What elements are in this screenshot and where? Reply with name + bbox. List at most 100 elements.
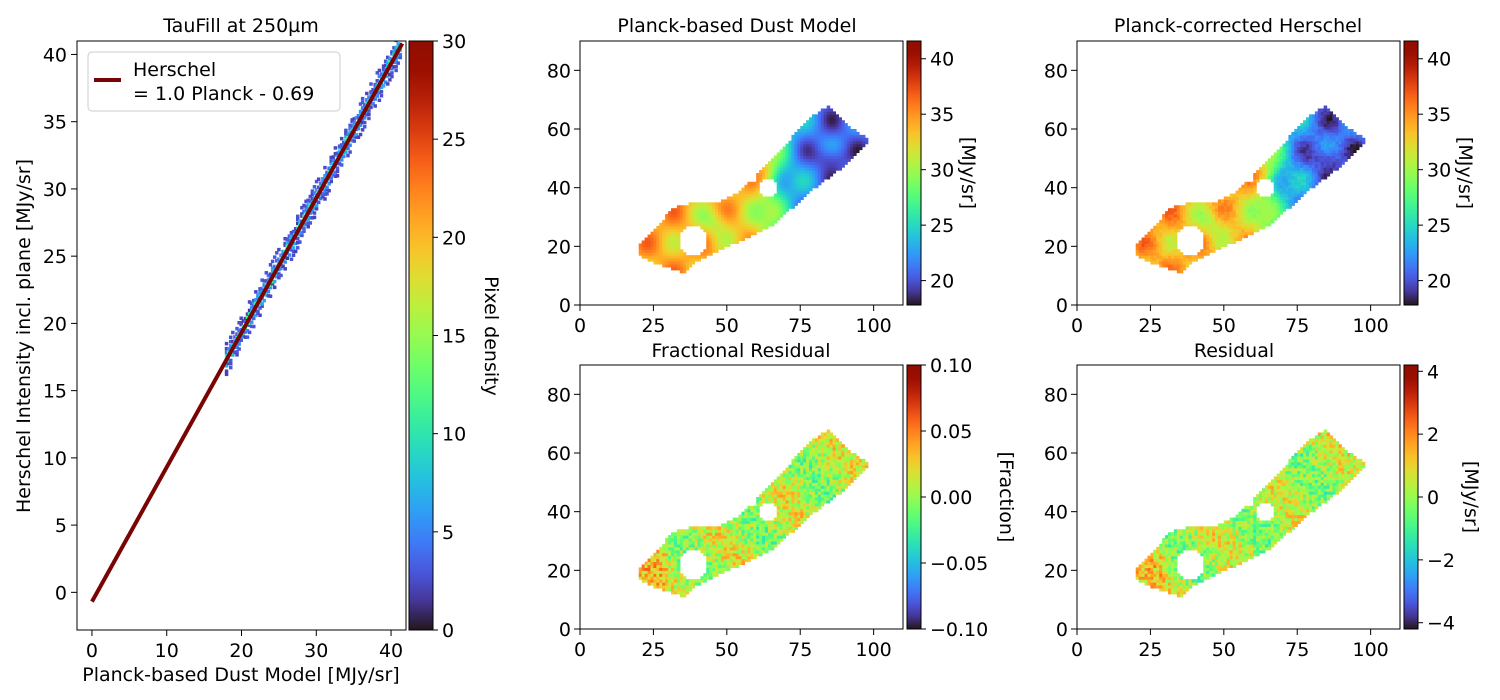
planck-model-map-cell bbox=[756, 225, 760, 230]
fractional-residual-map-cell bbox=[659, 555, 663, 560]
planck-model-map-cell bbox=[803, 152, 807, 156]
density-cell bbox=[362, 125, 367, 129]
corrected-herschel-map-cell bbox=[1253, 208, 1257, 212]
corrected-herschel-map-cell bbox=[1203, 225, 1207, 230]
planck-model-map-cell bbox=[668, 252, 672, 256]
planck-model-map-cell bbox=[659, 231, 663, 236]
fractional-residual-map-cell bbox=[762, 535, 766, 539]
planck-model-map-cell bbox=[803, 155, 807, 159]
corrected-herschel-map-cell bbox=[1182, 208, 1187, 212]
corrected-herschel-map-cell bbox=[1144, 252, 1149, 256]
corrected-herschel-map-cell bbox=[1197, 252, 1201, 256]
corrected-herschel-map-cell bbox=[1223, 231, 1228, 236]
fractional-residual-map-cell bbox=[744, 517, 748, 522]
planck-model-map-cell bbox=[747, 202, 751, 206]
corrected-herschel-map-cell bbox=[1229, 217, 1234, 221]
fractional-residual-map-cell bbox=[747, 511, 751, 516]
density-cell bbox=[268, 263, 273, 267]
corrected-herschel-map-cell bbox=[1285, 173, 1290, 177]
planck-model-map-cell bbox=[811, 137, 816, 142]
map-colorbar-label-planck-model: [MJy/sr] bbox=[957, 137, 979, 209]
fractional-residual-map-cell bbox=[800, 499, 804, 504]
residual-map-cell bbox=[1200, 549, 1204, 554]
fractional-residual-map-cell bbox=[809, 488, 813, 492]
planck-model-map-cell bbox=[723, 219, 728, 224]
corrected-herschel-map-cell bbox=[1264, 161, 1269, 165]
fractional-residual-map-cell bbox=[679, 541, 684, 545]
fractional-residual-map-cell bbox=[753, 511, 757, 516]
corrected-herschel-map-cell bbox=[1247, 205, 1251, 209]
residual-map-cell bbox=[1159, 543, 1163, 548]
fractional-residual-map-cell bbox=[671, 541, 675, 545]
planck-model-map-cell bbox=[850, 137, 854, 142]
planck-model-map-cell bbox=[841, 146, 845, 151]
corrected-herschel-map-cell bbox=[1270, 217, 1275, 221]
density-cell bbox=[252, 316, 256, 321]
density-cell bbox=[373, 94, 377, 99]
corrected-herschel-map-cell bbox=[1282, 149, 1287, 154]
residual-map-cell bbox=[1150, 576, 1154, 580]
fractional-residual-map-cell bbox=[814, 458, 819, 463]
fractional-residual-map-cell bbox=[679, 538, 684, 542]
planck-model-map-cell bbox=[676, 255, 681, 259]
density-cell bbox=[275, 259, 279, 263]
residual-map-cell bbox=[1185, 541, 1190, 545]
planck-model-map-cell bbox=[791, 187, 795, 192]
corrected-herschel-map-cell bbox=[1232, 225, 1237, 230]
residual-map-cell bbox=[1144, 570, 1149, 574]
planck-model-map-cell bbox=[770, 202, 775, 206]
corrected-herschel-map-cell bbox=[1347, 129, 1351, 133]
density-cell bbox=[285, 237, 290, 241]
fractional-residual-map-cell bbox=[762, 491, 766, 495]
fractional-residual-map-cell bbox=[756, 514, 760, 519]
planck-model-map-cell bbox=[823, 126, 828, 130]
residual-map-cell bbox=[1191, 526, 1196, 530]
corrected-herschel-map-cell bbox=[1150, 240, 1154, 244]
corrected-herschel-map-cell bbox=[1338, 161, 1342, 165]
density-cell bbox=[335, 153, 340, 157]
planck-model-map-cell bbox=[665, 234, 669, 239]
planck-model-map-cell bbox=[844, 161, 848, 165]
planck-model-map-cell bbox=[806, 164, 810, 168]
residual-map-cell bbox=[1173, 549, 1178, 554]
fractional-residual-map-cell bbox=[718, 558, 722, 563]
planck-model-map-cell bbox=[647, 237, 652, 242]
scatter-title: TauFill at 250µm bbox=[162, 15, 319, 37]
planck-model-map-cell bbox=[729, 240, 734, 244]
corrected-herschel-map-cell bbox=[1226, 196, 1231, 200]
planck-model-map-cell bbox=[718, 237, 722, 242]
corrected-herschel-map-cell bbox=[1206, 234, 1210, 239]
planck-model-map-cell bbox=[706, 243, 710, 247]
residual-map-cell bbox=[1170, 538, 1175, 542]
planck-model-axes-frame bbox=[579, 40, 904, 306]
planck-model-map-cell bbox=[806, 120, 810, 124]
residual-map-cell bbox=[1179, 587, 1184, 592]
corrected-herschel-map-cell bbox=[1311, 167, 1316, 171]
fractional-residual-map-cell bbox=[820, 438, 825, 442]
planck-model-map-cell bbox=[809, 181, 813, 186]
fractional-residual-map-cell bbox=[794, 523, 798, 527]
corrected-herschel-map-cell bbox=[1306, 146, 1310, 151]
planck-model-map-cell bbox=[811, 170, 816, 174]
fractional-residual-map-cell bbox=[829, 485, 834, 489]
planck-model-x-tick-label: 50 bbox=[715, 315, 739, 337]
residual-map-cell bbox=[1153, 552, 1157, 557]
planck-model-map-cell bbox=[782, 170, 787, 174]
fractional-residual-map-cell bbox=[814, 494, 819, 498]
fractional-residual-map-cell bbox=[767, 488, 772, 492]
density-cell bbox=[247, 311, 252, 316]
corrected-herschel-map-cell bbox=[1306, 123, 1310, 127]
planck-model-map-cell bbox=[662, 240, 666, 244]
fractional-residual-map-cell bbox=[762, 532, 766, 536]
planck-model-map-cell bbox=[644, 246, 649, 250]
planck-model-map-cell bbox=[712, 249, 716, 253]
fractional-residual-map-cell bbox=[665, 567, 669, 571]
planck-model-map-cell bbox=[703, 211, 707, 215]
fractional-residual-map-cell bbox=[838, 441, 842, 445]
planck-model-map-cell bbox=[823, 173, 828, 177]
fractional-residual-map-cell bbox=[718, 567, 722, 571]
fractional-residual-map-cell bbox=[671, 573, 675, 577]
density-cell bbox=[383, 80, 388, 84]
residual-map-cell bbox=[1185, 538, 1190, 542]
corrected-herschel-map-cell bbox=[1238, 231, 1243, 236]
